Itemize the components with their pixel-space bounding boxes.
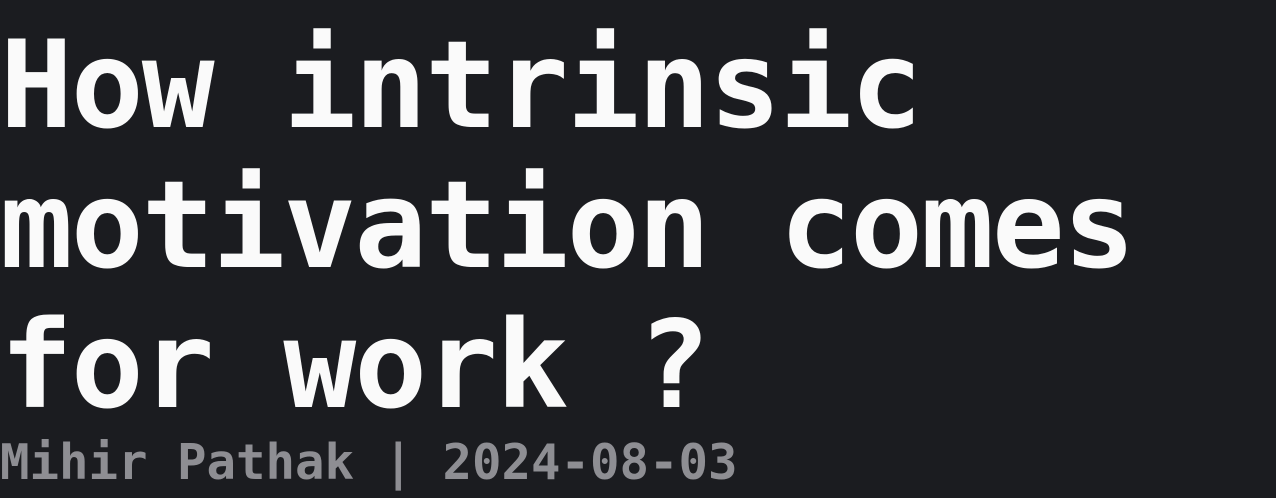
page-title: How intrinsic motivation comes for work … xyxy=(0,16,1276,436)
title-line: motivation comes xyxy=(0,155,1136,296)
author-date-byline: Mihir Pathak | 2024-08-03 xyxy=(0,434,738,491)
title-line: How intrinsic xyxy=(0,15,923,156)
title-line: for work ? xyxy=(0,295,710,436)
